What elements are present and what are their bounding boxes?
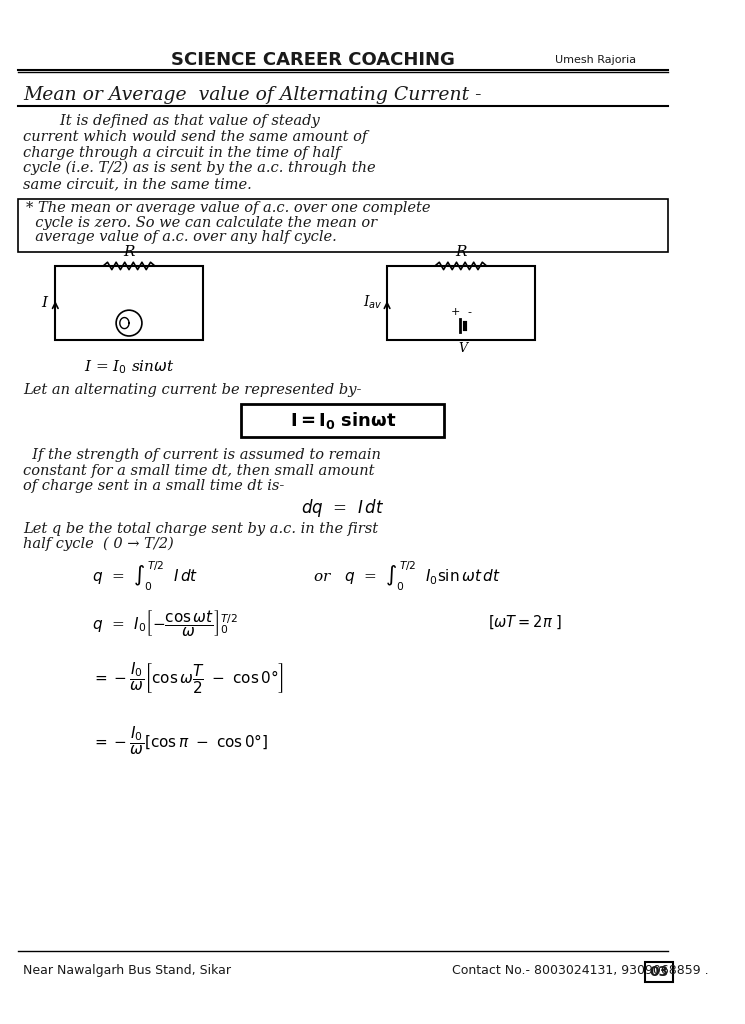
- Text: $= -\dfrac{I_0}{\omega}\left[\cos\pi\ -\ \cos 0°\right]$: $= -\dfrac{I_0}{\omega}\left[\cos\pi\ -\…: [92, 724, 268, 757]
- Text: average value of a.c. over any half cycle.: average value of a.c. over any half cycl…: [26, 230, 337, 245]
- Text: Near Nawalgarh Bus Stand, Sikar: Near Nawalgarh Bus Stand, Sikar: [23, 965, 231, 978]
- Text: cycle is zero. So we can calculate the mean or: cycle is zero. So we can calculate the m…: [26, 216, 377, 229]
- Text: It is defined as that value of steady: It is defined as that value of steady: [23, 115, 320, 128]
- Text: If the strength of current is assumed to remain: If the strength of current is assumed to…: [23, 447, 381, 462]
- Text: Mean or Average  value of Alternating Current -: Mean or Average value of Alternating Cur…: [23, 86, 481, 104]
- Text: constant for a small time dt, then small amount: constant for a small time dt, then small…: [23, 464, 375, 477]
- Text: charge through a circuit in the time of half: charge through a circuit in the time of …: [23, 145, 340, 160]
- Text: cycle (i.e. T/2) as is sent by the a.c. through the: cycle (i.e. T/2) as is sent by the a.c. …: [23, 161, 375, 175]
- Text: -: -: [467, 306, 471, 316]
- Text: $[\omega T = 2\pi\ ]$: $[\omega T = 2\pi\ ]$: [489, 614, 562, 631]
- Text: +: +: [451, 306, 460, 316]
- Text: $q$  =  $I_0 \left[-\dfrac{\cos\omega t}{\omega}\right]_0^{T/2}$: $q$ = $I_0 \left[-\dfrac{\cos\omega t}{\…: [92, 607, 238, 638]
- FancyBboxPatch shape: [241, 404, 444, 437]
- Text: Umesh Rajoria: Umesh Rajoria: [555, 55, 636, 66]
- Text: SCIENCE CAREER COACHING: SCIENCE CAREER COACHING: [171, 51, 455, 70]
- Text: current which would send the same amount of: current which would send the same amount…: [23, 130, 367, 144]
- Text: $dq$  =  $I\, dt$: $dq$ = $I\, dt$: [301, 498, 384, 519]
- FancyBboxPatch shape: [19, 199, 668, 252]
- Text: V: V: [458, 342, 467, 354]
- Text: 03: 03: [650, 965, 668, 979]
- FancyBboxPatch shape: [645, 962, 673, 982]
- Text: Contact No.- 8003024131, 9309068859 .: Contact No.- 8003024131, 9309068859 .: [451, 965, 708, 978]
- Text: * The mean or average value of a.c. over one complete: * The mean or average value of a.c. over…: [26, 201, 431, 215]
- Text: $= -\dfrac{I_0}{\omega}\left[\cos\omega\dfrac{T}{2}\ -\ \cos 0°\right]$: $= -\dfrac{I_0}{\omega}\left[\cos\omega\…: [92, 660, 285, 695]
- Text: I$_{av}$: I$_{av}$: [364, 294, 383, 311]
- Text: or   $q$  =  $\int_0^{T/2}$  $I_0 \sin\omega t\, dt$: or $q$ = $\int_0^{T/2}$ $I_0 \sin\omega …: [314, 560, 501, 593]
- Text: of charge sent in a small time dt is-: of charge sent in a small time dt is-: [23, 479, 285, 494]
- Text: I: I: [41, 296, 47, 310]
- Text: half cycle  ( 0 → T/2): half cycle ( 0 → T/2): [23, 537, 174, 552]
- Text: $\mathbf{I = I_0\ sin\omega t}$: $\mathbf{I = I_0\ sin\omega t}$: [290, 411, 396, 431]
- Text: Let an alternating current be represented by-: Let an alternating current be represente…: [23, 383, 361, 397]
- Text: I = I$_0$ sin$\omega$t: I = I$_0$ sin$\omega$t: [83, 358, 174, 376]
- Text: same circuit, in the same time.: same circuit, in the same time.: [23, 177, 252, 190]
- Text: R: R: [123, 245, 135, 259]
- Text: Let q be the total charge sent by a.c. in the first: Let q be the total charge sent by a.c. i…: [23, 521, 378, 536]
- Text: R: R: [455, 245, 466, 259]
- Text: $q$  =  $\int_0^{T/2}$  $I\, dt$: $q$ = $\int_0^{T/2}$ $I\, dt$: [92, 560, 199, 593]
